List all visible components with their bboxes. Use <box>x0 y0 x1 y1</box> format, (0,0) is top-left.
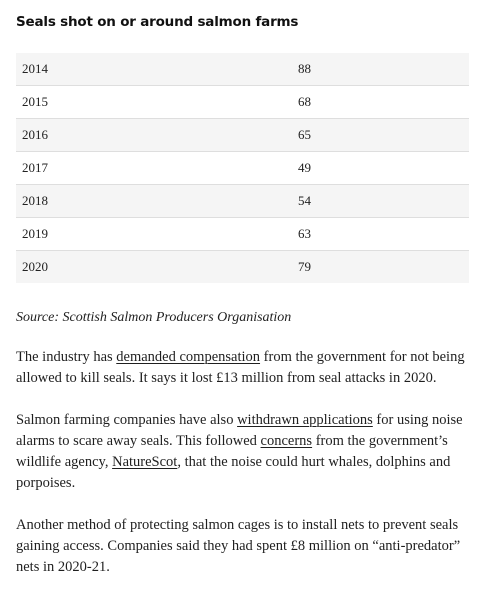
withdrawn-applications-link[interactable]: withdrawn applications <box>237 412 373 428</box>
paragraph-nets: Another method of protecting salmon cage… <box>16 517 461 575</box>
year-cell: 2019 <box>16 217 298 251</box>
paragraph-text: The industry has <box>16 349 117 365</box>
count-cell: 68 <box>298 85 469 119</box>
table-row: 2019 63 <box>16 217 469 251</box>
count-cell: 49 <box>298 151 469 185</box>
table-row: 2018 54 <box>16 184 469 218</box>
paragraph-text: Salmon farming companies have also <box>16 412 238 428</box>
paragraph-text: for using noise alarms to scare away sea… <box>16 412 463 449</box>
paragraph-text: from the government for not being allowe… <box>16 349 465 386</box>
year-cell: 2014 <box>16 53 298 86</box>
year-cell: 2017 <box>16 151 298 185</box>
concerns-link[interactable]: concerns <box>260 433 313 449</box>
paragraph-text: from the government’s wildlife agency, <box>16 433 448 470</box>
count-cell: 65 <box>298 118 469 152</box>
table-row: 2017 49 <box>16 151 469 185</box>
table-source: Source: Scottish Salmon Producers Organi… <box>16 310 292 325</box>
paragraph-text: , that the noise could hurt whales, dolp… <box>16 454 451 491</box>
table-title: Seals shot on or around salmon farms <box>16 14 299 30</box>
table-row: 2020 79 <box>16 250 469 283</box>
seals-table: 2014 88 2015 68 2016 65 2017 49 2018 54 … <box>16 53 469 283</box>
count-cell: 79 <box>298 250 469 283</box>
paragraph-compensation: The industry has demanded compensation f… <box>16 347 469 389</box>
demanded-compensation-link[interactable]: demanded compensation <box>116 349 261 365</box>
table-row: 2015 68 <box>16 85 469 119</box>
year-cell: 2020 <box>16 250 298 283</box>
article-content: Seals shot on or around salmon farms 201… <box>16 0 469 578</box>
table-row: 2014 88 <box>16 53 469 86</box>
count-cell: 88 <box>298 53 469 86</box>
paragraph-noise-alarms: Salmon farming companies have also withd… <box>16 410 469 494</box>
naturescot-link[interactable]: NatureScot <box>112 454 178 470</box>
count-cell: 54 <box>298 184 469 218</box>
count-cell: 63 <box>298 217 469 251</box>
table-row: 2016 65 <box>16 118 469 152</box>
year-cell: 2018 <box>16 184 298 218</box>
year-cell: 2015 <box>16 85 298 119</box>
year-cell: 2016 <box>16 118 298 152</box>
